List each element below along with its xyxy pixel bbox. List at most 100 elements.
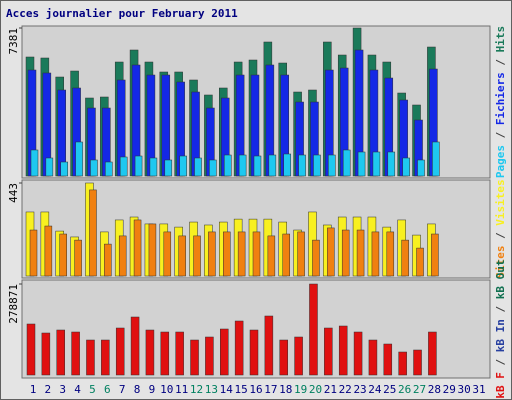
legend-entry: Pages: [494, 145, 507, 178]
bar: [208, 231, 216, 277]
bar: [428, 331, 437, 376]
bar: [237, 231, 246, 277]
bar: [86, 339, 95, 376]
bar: [238, 154, 247, 177]
bar: [90, 159, 98, 177]
bar: [209, 159, 217, 177]
bar: [353, 331, 363, 376]
x-tick-label: 26: [398, 383, 411, 396]
bar: [29, 229, 38, 277]
y-tick-label: 443: [7, 183, 20, 203]
bar: [431, 233, 439, 277]
bar: [264, 315, 274, 376]
legend-separator: /: [494, 125, 507, 145]
bar: [416, 247, 424, 277]
bar: [252, 231, 261, 277]
x-tick-label: 29: [443, 383, 456, 396]
legend-entry: kB Out: [494, 259, 507, 299]
bar: [194, 157, 202, 177]
x-tick-label: 3: [59, 383, 66, 396]
bar: [297, 231, 305, 277]
bar: [190, 339, 199, 376]
x-tick-label: 4: [74, 383, 81, 396]
bar: [432, 141, 440, 177]
bar: [30, 149, 39, 177]
bar: [101, 339, 110, 376]
bar: [164, 159, 173, 177]
x-tick-label: 10: [160, 383, 173, 396]
legend-entry: Fichiers: [494, 72, 507, 125]
bar: [118, 235, 127, 277]
bar: [160, 331, 170, 376]
y-tick-label: 278871: [7, 284, 20, 324]
bar: [279, 339, 288, 376]
bar: [268, 154, 277, 177]
bar: [398, 351, 407, 376]
bar: [341, 229, 350, 277]
x-tick-label: 20: [309, 383, 322, 396]
bar: [401, 239, 409, 277]
x-tick-label: 31: [472, 383, 485, 396]
bar: [368, 339, 378, 376]
bar: [205, 336, 214, 376]
x-tick-label: 18: [279, 383, 292, 396]
bar: [179, 155, 187, 177]
y-tick-label: 7381: [7, 28, 20, 55]
bar: [387, 151, 396, 177]
bar: [59, 233, 67, 277]
x-tick-label: 1: [30, 383, 37, 396]
bar: [119, 156, 128, 177]
x-tick-label: 28: [428, 383, 441, 396]
legend: kB F / kB In / kB Out: [494, 259, 507, 398]
x-tick-label: 30: [458, 383, 471, 396]
bar: [163, 231, 172, 277]
legend-entry: kB F: [494, 372, 507, 399]
bar: [133, 219, 142, 277]
bar: [253, 155, 262, 177]
bar: [41, 332, 51, 376]
bar: [309, 283, 318, 376]
bar: [56, 329, 65, 376]
bar: [327, 227, 335, 277]
bar: [313, 154, 321, 177]
x-tick-label: 22: [339, 383, 352, 396]
bar: [148, 223, 157, 277]
bar: [178, 235, 186, 277]
x-tick-label: 6: [104, 383, 111, 396]
bar: [267, 235, 276, 277]
bar: [298, 154, 306, 177]
legend-entry: Sites: [494, 246, 507, 279]
x-tick-label: 21: [324, 383, 337, 396]
bar: [402, 157, 410, 177]
x-tick-label: 27: [413, 383, 426, 396]
x-tick-label: 12: [190, 383, 203, 396]
x-tick-label: 17: [264, 383, 277, 396]
bar: [294, 336, 303, 376]
legend-separator: /: [494, 226, 507, 246]
bar: [417, 159, 425, 177]
bar: [44, 225, 53, 277]
x-tick-label: 15: [235, 383, 248, 396]
bar: [60, 161, 68, 177]
bar: [71, 331, 80, 376]
bar: [283, 153, 291, 177]
bar: [104, 243, 112, 277]
x-tick-label: 7: [119, 383, 126, 396]
x-tick-label: 13: [205, 383, 218, 396]
x-tick-label: 14: [220, 383, 234, 396]
bar: [371, 231, 380, 277]
bar: [45, 157, 54, 177]
bar: [234, 320, 244, 376]
chart-title: Acces journalier pour February 2011: [6, 7, 238, 20]
bar: [413, 349, 422, 376]
bar: [89, 189, 97, 277]
x-tick-label: 23: [353, 383, 366, 396]
x-tick-label: 25: [383, 383, 396, 396]
legend-separator: /: [494, 52, 507, 72]
bar: [149, 157, 158, 177]
legend-entry: Visites: [494, 179, 507, 225]
x-tick-label: 19: [294, 383, 307, 396]
x-tick-label: 2: [45, 383, 52, 396]
bar: [130, 316, 140, 376]
